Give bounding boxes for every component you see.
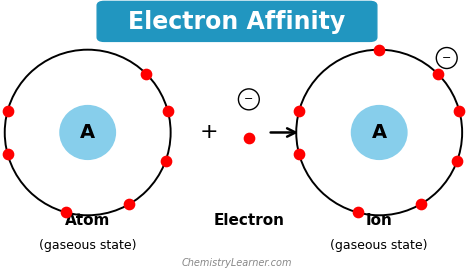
Point xyxy=(162,159,169,163)
Point xyxy=(245,136,253,140)
Point xyxy=(375,47,383,52)
Point xyxy=(164,109,172,113)
Ellipse shape xyxy=(436,47,457,68)
Point xyxy=(125,202,133,206)
Point xyxy=(453,159,461,163)
Text: Electron: Electron xyxy=(213,213,284,228)
Text: −: − xyxy=(442,53,451,63)
Text: Ion: Ion xyxy=(366,213,392,228)
Text: A: A xyxy=(80,123,95,142)
Point xyxy=(63,210,70,215)
Point xyxy=(4,152,11,156)
Text: Atom: Atom xyxy=(65,213,110,228)
Text: −: − xyxy=(244,94,254,104)
Point xyxy=(456,109,463,113)
Text: ChemistryLearner.com: ChemistryLearner.com xyxy=(182,258,292,268)
Text: Electron Affinity: Electron Affinity xyxy=(128,10,346,33)
Text: +: + xyxy=(199,123,218,142)
Text: (gaseous state): (gaseous state) xyxy=(39,239,137,252)
Point xyxy=(417,202,425,206)
Point xyxy=(295,109,303,113)
Ellipse shape xyxy=(59,105,116,160)
Point xyxy=(4,109,11,113)
Point xyxy=(143,72,150,76)
Point xyxy=(434,72,442,76)
FancyBboxPatch shape xyxy=(97,1,377,41)
Point xyxy=(354,210,362,215)
Ellipse shape xyxy=(351,105,408,160)
Point xyxy=(295,152,303,156)
Ellipse shape xyxy=(238,89,259,110)
Text: A: A xyxy=(372,123,387,142)
Text: (gaseous state): (gaseous state) xyxy=(330,239,428,252)
